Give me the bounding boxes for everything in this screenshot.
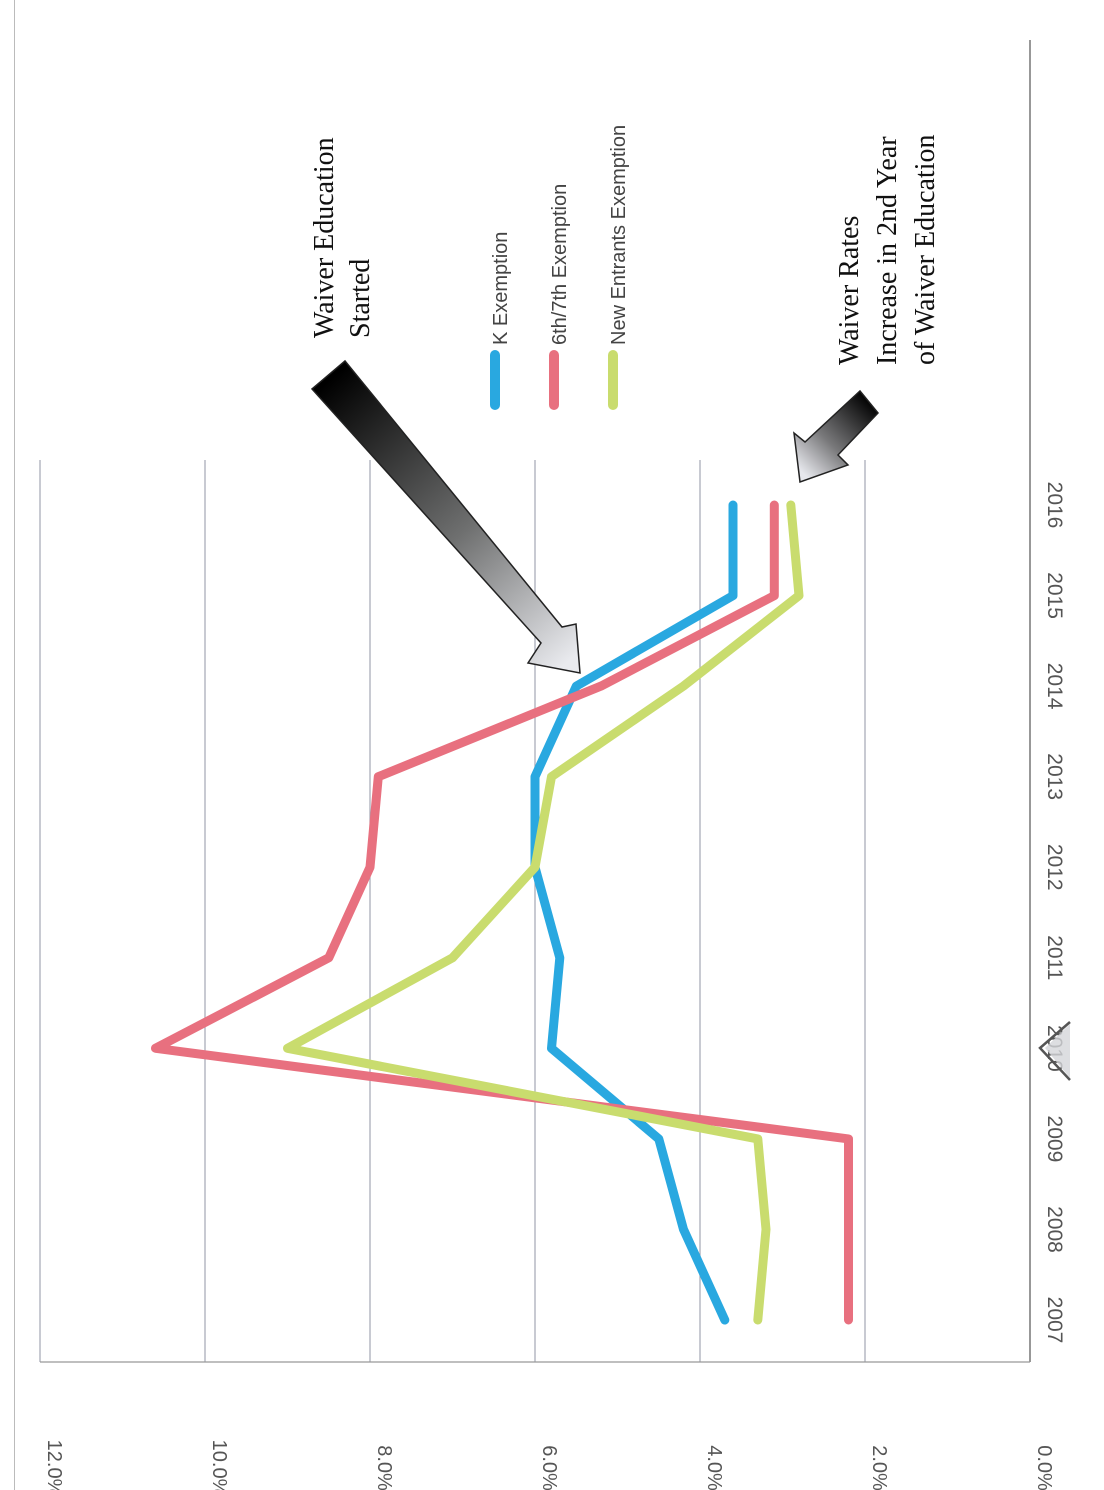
series-line-6th-7th-exemption [151,500,853,1325]
y-tick-label: 4.0% [703,1445,725,1490]
y-tick-label: 12.0% [43,1440,65,1490]
legend-label-k-exemption: K Exemption [490,232,512,345]
y-tick-label: 8.0% [373,1445,395,1490]
legend-label-new-entrants-exemption: New Entrants Exemption [608,125,630,345]
x-tick-label: 2014 [1043,663,1066,710]
x-tick-label: 2011 [1043,935,1066,980]
annotation-education-started: Waiver Education Started [309,137,376,338]
axes [40,40,1031,1363]
y-tick-label: 10.0% [208,1440,230,1490]
x-tick-label: 2013 [1043,753,1066,800]
legend-label-6th-7th-exemption: 6th/7th Exemption [549,184,571,345]
x-axis-tick-labels: 2007200820092010201120122013201420152016 [1043,482,1066,1344]
y-tick-label: 0.0% [1033,1445,1055,1490]
x-tick-label: 2009 [1043,1116,1066,1163]
scan-edge-line [14,0,15,1490]
gridlines [39,460,866,1362]
x-tick-label: 2008 [1043,1206,1066,1253]
y-tick-label: 6.0% [538,1445,560,1490]
annotation-arrow-education-started [310,359,581,674]
annotation-line: of Waiver Education [910,135,941,365]
x-tick-label: 2016 [1043,482,1066,529]
partial-arrow-bottom [1038,1021,1071,1081]
series-line-k-exemption [530,500,738,1325]
annotation-line: Waiver Rates [834,216,865,365]
legend-swatch-k-exemption [490,350,500,410]
series-line-new-entrants-exemption [283,500,804,1325]
legend-swatch-6th-7th-exemption [549,350,559,410]
x-tick-label: 2007 [1043,1297,1066,1344]
annotation-line: Started [345,259,376,338]
annotation-line: Increase in 2nd Year [872,136,903,365]
annotation-line: Waiver Education [309,137,340,338]
series-lines [151,500,853,1325]
annotation-rates-increase: Waiver Rates Increase in 2nd Year of Wai… [834,135,941,365]
annotation-arrow-rates-increase [793,389,879,484]
legend-swatch-new-entrants-exemption [608,350,618,410]
y-tick-label: 2.0% [868,1445,890,1490]
y-axis-tick-labels: 0.0% 2.0% 4.0% 6.0% 8.0% 10.0% 12.0% [43,1440,1055,1490]
x-tick-label: 2015 [1043,572,1066,619]
legend: K Exemption 6th/7th Exemption New Entran… [490,125,630,410]
x-tick-label: 2012 [1043,844,1066,891]
